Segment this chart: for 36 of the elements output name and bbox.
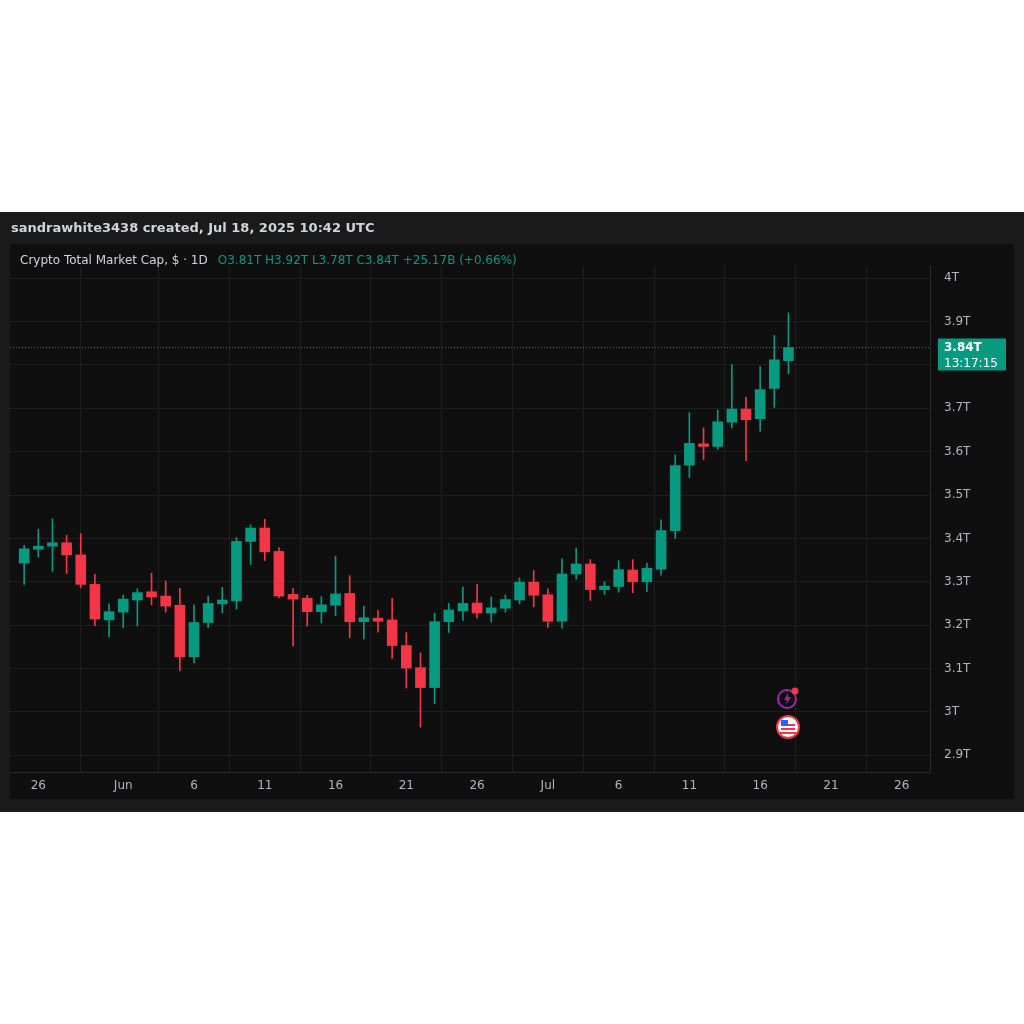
y-tick-label: 2.9T [944, 747, 972, 762]
candlestick [216, 587, 228, 614]
candlestick [740, 396, 752, 462]
x-tick-label: Jul [539, 777, 556, 792]
x-tick-label: 21 [823, 777, 839, 792]
x-tick-label: 21 [398, 777, 414, 792]
y-tick-label: 4T [944, 270, 960, 285]
y-tick-label: 3.9T [944, 313, 972, 328]
y-tick-label: 3.5T [944, 487, 972, 502]
chart-subtitle: O3.81T H3.92T L3.78T C3.84T +25.17B (+0.66%) [217, 253, 517, 267]
x-tick-label: 11 [681, 777, 698, 792]
x-tick-label: 26 [894, 777, 910, 792]
candlestick [726, 364, 738, 429]
x-tick-label: 16 [752, 777, 768, 792]
y-tick-label: 3.2T [944, 617, 972, 632]
candlestick [32, 528, 44, 558]
x-tick-label: 6 [614, 777, 623, 792]
x-tick-label: 16 [327, 777, 344, 792]
candlestick [457, 586, 469, 621]
candlestick [372, 610, 384, 633]
x-tick-label: 26 [469, 777, 485, 792]
y-tick-label: 3.3T [944, 573, 972, 588]
chart-title: Crypto Total Market Cap, $ · 1D [20, 253, 208, 267]
x-tick-label: 11 [257, 777, 273, 792]
y-tick-label: 3.6T [944, 443, 972, 458]
y-tick-label: 3.4T [944, 530, 972, 545]
text: sandrawhite3438 created, Jul 18, 2025 10:42 UTC [11, 220, 375, 235]
x-tick-label: 26 [30, 777, 46, 792]
x-tick-label: 6 [190, 777, 198, 792]
text: 13:17:15 [944, 355, 998, 370]
y-tick-label: 3.1T [944, 660, 972, 675]
ref-line-label: 3.84T [944, 339, 983, 354]
x-tick-label: Jun [112, 777, 133, 792]
y-tick-label: 3.7T [944, 400, 972, 415]
candlestick [358, 605, 370, 640]
y-tick-label: 3T [944, 704, 960, 719]
